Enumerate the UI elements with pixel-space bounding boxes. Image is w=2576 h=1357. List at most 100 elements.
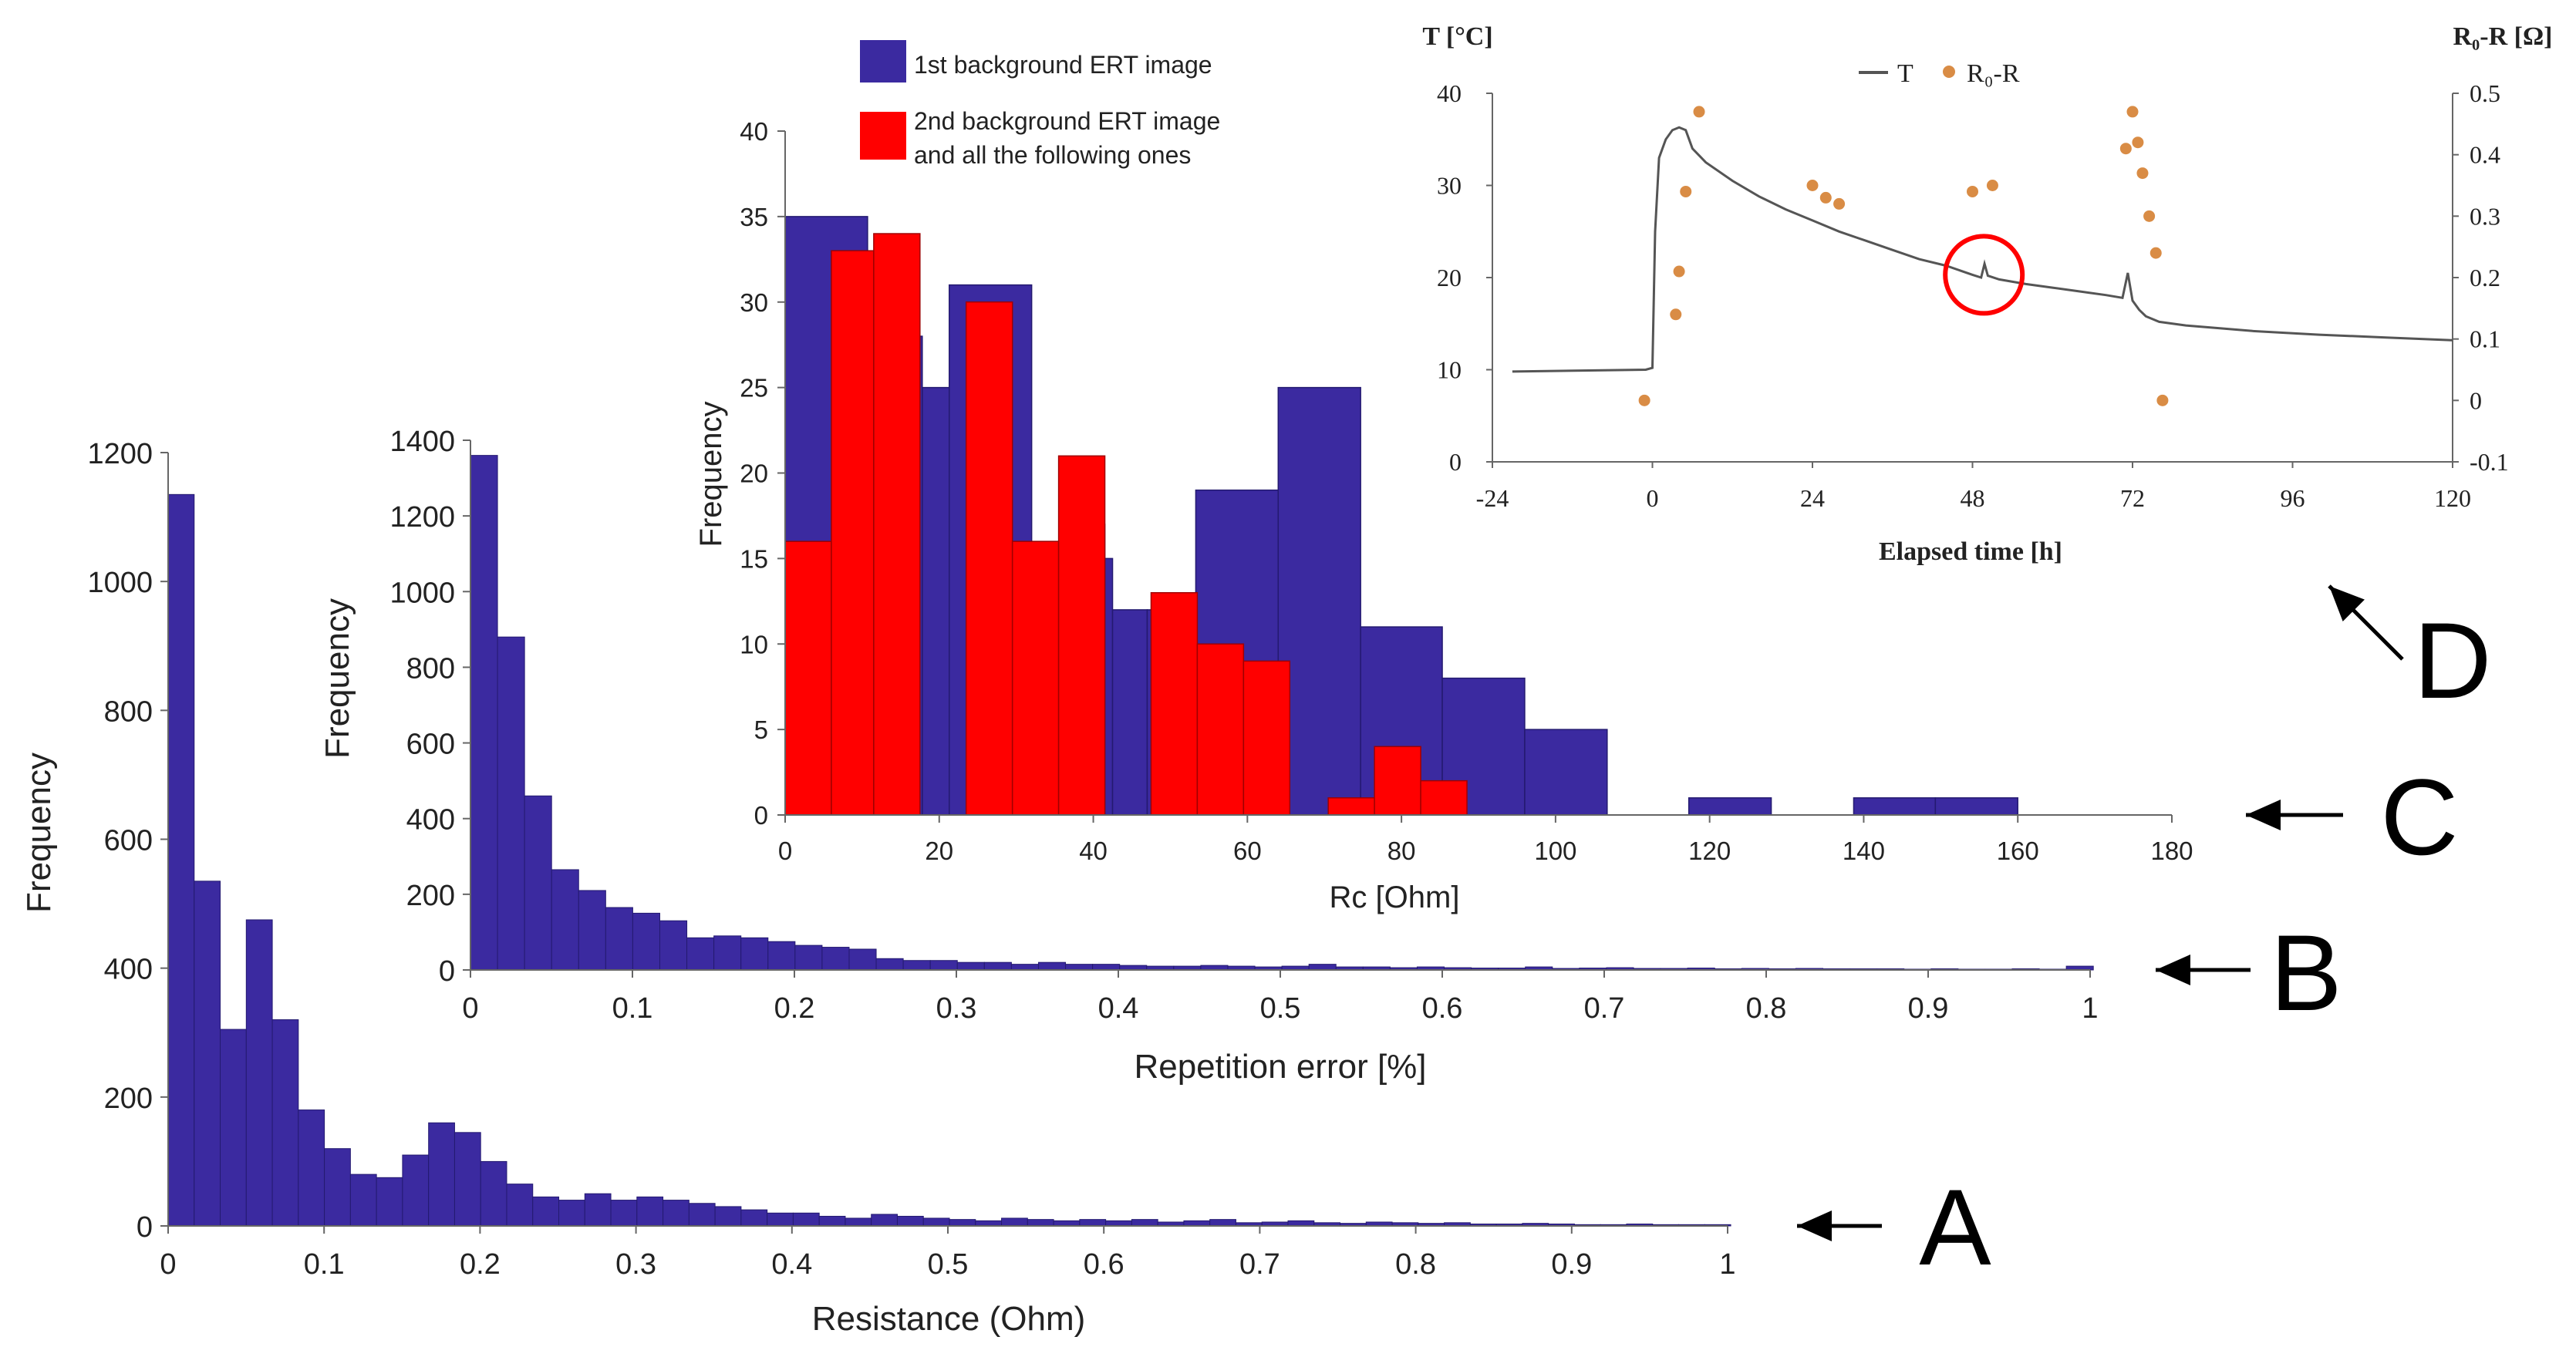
- red-bar: [784, 540, 832, 816]
- r0-r-point: [2143, 210, 2156, 222]
- x-tick-label: 1: [2082, 992, 2098, 1025]
- y-tick-label: 1000: [87, 567, 153, 599]
- panel-a-bars: [167, 493, 1731, 1227]
- panel-c-legend: 1st background ERT image 2nd background …: [860, 40, 1220, 169]
- r0-r-point: [1819, 191, 1832, 204]
- legend-label-1st: 1st background ERT image: [914, 51, 1212, 79]
- r0-r-point: [1670, 308, 1682, 321]
- y-tick-label: 400: [104, 954, 153, 986]
- panel-c-y-ticks: 0 5 10 15 20 25 30 35 40: [740, 117, 785, 830]
- x-tick-label: 0: [1647, 484, 1659, 512]
- histogram-bar: [1065, 964, 1094, 971]
- histogram-bar: [686, 937, 715, 971]
- panel-d-right-y-ticks: -0.1 0 0.1 0.2 0.3 0.4 0.5: [2453, 79, 2509, 476]
- panel-d-timeseries: -24 0 24 48 72 96 120 0 10 20 30 40 -0.1 0 0.1 0.2 0.3…: [1422, 22, 2552, 721]
- panel-d-annotation: [1943, 234, 2025, 316]
- r0-r-point: [2126, 106, 2139, 118]
- x-tick-label: 0.5: [928, 1248, 969, 1281]
- x-tick-label: 20: [925, 837, 953, 865]
- panel-c-ylabel: Frequency: [694, 402, 728, 547]
- x-tick-label: 0.9: [1551, 1248, 1592, 1281]
- histogram-bar: [949, 1219, 976, 1227]
- histogram-bar: [578, 890, 606, 971]
- left-y-tick-label: 30: [1437, 172, 1462, 200]
- histogram-bar: [714, 1206, 742, 1227]
- x-tick-label: 0.5: [1260, 992, 1301, 1025]
- panel-a-y-ticks: 0 200 400 600 800 1000 1200: [87, 438, 168, 1244]
- y-tick-label: 1200: [389, 501, 455, 534]
- histogram-bar: [636, 1196, 664, 1227]
- panel-d-xlabel: Elapsed time [h]: [1879, 537, 2062, 566]
- histogram-bar: [298, 1110, 325, 1227]
- histogram-bar: [605, 907, 633, 971]
- x-tick-label: 0.3: [936, 992, 977, 1025]
- y-tick-label: 800: [406, 652, 455, 685]
- panel-c-xlabel: Rc [Ohm]: [1330, 881, 1460, 914]
- right-y-tick-label: 0.4: [2470, 141, 2500, 169]
- x-tick-label: 120: [2434, 484, 2471, 512]
- x-tick-label: 72: [2120, 484, 2145, 512]
- x-tick-label: 0: [462, 992, 478, 1025]
- red-bar: [1196, 643, 1245, 816]
- legend-label-2nd-line2: and all the following ones: [914, 141, 1191, 169]
- histogram-bar: [1308, 964, 1337, 971]
- legend-label-2nd-line1: 2nd background ERT image: [914, 107, 1220, 135]
- histogram-bar: [794, 945, 823, 971]
- y-tick-label: 40: [740, 117, 768, 146]
- histogram-bar: [532, 1196, 560, 1227]
- panel-a-label: A: [1919, 1167, 1991, 1288]
- histogram-bar: [1079, 1219, 1107, 1227]
- histogram-bar: [767, 941, 796, 971]
- panel-c-x-ticks: 0 20 40 60 80 100 120 140 160 180: [778, 815, 2193, 865]
- x-tick-label: 0.4: [1098, 992, 1139, 1025]
- r0-r-point: [2136, 167, 2149, 180]
- left-y-tick-label: 20: [1437, 264, 1462, 291]
- histogram-bar: [896, 1215, 924, 1227]
- red-bar: [965, 301, 1013, 816]
- panel-a-x-ticks: 0 0.1 0.2 0.3 0.4 0.5 0.6 0.7 0.8 0.9 1: [160, 1226, 1736, 1281]
- x-tick-label: 0: [778, 837, 792, 865]
- panel-d-axes: [1492, 93, 2453, 463]
- histogram-bar: [194, 881, 221, 1227]
- right-y-tick-label: 0.1: [2470, 325, 2500, 353]
- histogram-bar: [551, 869, 579, 971]
- red-bar: [1150, 591, 1199, 816]
- x-tick-label: 0.8: [1746, 992, 1787, 1025]
- y-tick-label: 1000: [389, 577, 455, 609]
- histogram-bar: [324, 1148, 351, 1227]
- y-tick-label: 1400: [389, 426, 455, 458]
- histogram-bar: [871, 1214, 898, 1227]
- left-y-tick-label: 0: [1449, 448, 1462, 476]
- y-tick-label: 0: [439, 955, 455, 988]
- histogram-bar: [1209, 1219, 1236, 1227]
- histogram-bar: [271, 1019, 299, 1227]
- histogram-bar: [975, 1220, 1003, 1227]
- y-tick-label: 0: [754, 801, 768, 830]
- histogram-bar: [1027, 1219, 1054, 1227]
- r0-r-point: [2119, 143, 2132, 155]
- y-tick-label: 400: [406, 804, 455, 837]
- right-y-tick-label: 0.3: [2470, 202, 2500, 230]
- x-tick-label: 0.1: [612, 992, 653, 1025]
- panel-b-label: B: [2270, 912, 2342, 1033]
- histogram-bar: [1001, 1217, 1028, 1227]
- x-tick-label: 1: [1719, 1248, 1735, 1281]
- histogram-bar: [220, 1029, 247, 1227]
- navy-bar: [1104, 557, 1114, 816]
- navy-bar: [1688, 797, 1772, 816]
- histogram-bar: [818, 1215, 846, 1227]
- histogram-bar: [558, 1200, 585, 1227]
- histogram-bar: [1131, 1219, 1158, 1227]
- panel-b-x-ticks: 0 0.1 0.2 0.3 0.4 0.5 0.6 0.7 0.8 0.9 1: [462, 970, 2099, 1025]
- highlight-circle: [1943, 234, 2025, 316]
- r0-r-point: [1806, 180, 1819, 191]
- panel-a-ylabel: Frequency: [20, 753, 58, 913]
- histogram-bar: [659, 920, 688, 971]
- histogram-bar: [610, 1200, 638, 1227]
- y-tick-label: 800: [104, 695, 153, 728]
- legend-r-label: R₀-R: [1967, 59, 2020, 88]
- red-bar: [1327, 797, 1375, 816]
- panel-d-series: [1512, 106, 2453, 406]
- x-tick-label: 0.8: [1395, 1248, 1436, 1281]
- x-tick-label: 0.1: [304, 1248, 345, 1281]
